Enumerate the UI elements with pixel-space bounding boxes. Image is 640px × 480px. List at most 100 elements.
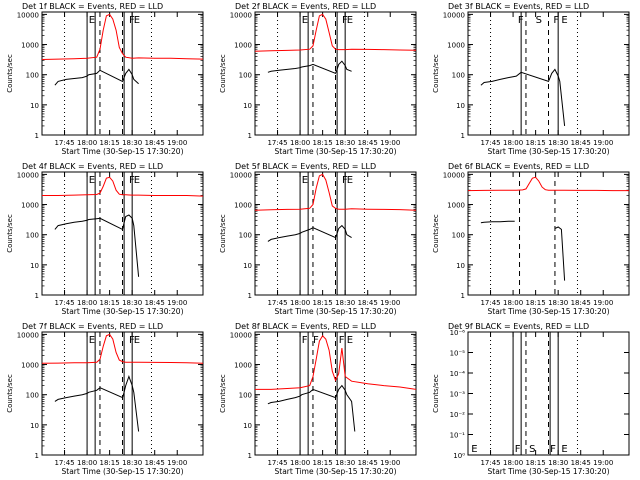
x-tick-label: 19:00 (167, 139, 187, 147)
marker-letter: E (347, 175, 353, 186)
x-tick-label: 18:15 (313, 459, 333, 467)
chart-panel-3: Det 3f BLACK = Events, RED = LLD 1 10 100 10… (432, 2, 630, 156)
x-tick-label: 18:00 (503, 299, 523, 307)
marker-letter: F (302, 335, 308, 346)
x-axis-label: Start Time (30-Sep-15 17:30:20) (62, 467, 184, 476)
y-tick-label: 10⁻⁴ (450, 370, 466, 378)
marker-letter: F (515, 444, 521, 455)
y-tick-label: 1 (248, 292, 252, 300)
x-tick-label: 18:45 (571, 459, 591, 467)
marker-letter: E (302, 15, 308, 26)
y-tick-label: 10⁻¹ (450, 432, 466, 440)
x-axis-label: Start Time (30-Sep-15 17:30:20) (62, 147, 184, 156)
y-tick-label: 10000 (17, 11, 39, 19)
series-line-1 (480, 68, 566, 126)
x-tick-label: 19:00 (167, 459, 187, 467)
marker-letter: F (129, 335, 135, 346)
x-tick-label: 19:00 (380, 299, 400, 307)
chart-panel-4: Det 4f BLACK = Events, RED = LLD 1 10 100 10… (6, 162, 204, 316)
y-tick-label: 100 (452, 72, 465, 80)
y-tick-label: 10000 (230, 11, 252, 19)
marker-letter: F (553, 15, 559, 26)
x-axis-label: Start Time (30-Sep-15 17:30:20) (62, 307, 184, 316)
series-line-2 (267, 224, 352, 242)
y-tick-label: 10⁻² (450, 411, 466, 419)
x-tick-label: 18:45 (358, 459, 378, 467)
y-tick-label: 10000 (17, 171, 39, 179)
x-tick-label: 19:00 (167, 299, 187, 307)
y-axis-label: Counts/sec (6, 214, 14, 253)
x-tick-label: 19:00 (380, 139, 400, 147)
y-axis-label: Counts/sec (6, 54, 14, 93)
series-line-1 (42, 176, 204, 197)
x-axis-label: Start Time (30-Sep-15 17:30:20) (275, 467, 397, 476)
chart-title: Det 1f BLACK = Events, RED = LLD (22, 2, 163, 11)
x-tick-label: 18:00 (290, 299, 310, 307)
x-tick-label: 19:00 (593, 299, 613, 307)
y-axis-label: Counts/sec (432, 374, 440, 413)
y-tick-label: 1000 (234, 202, 252, 210)
x-tick-label: 18:00 (290, 459, 310, 467)
y-tick-label: 10000 (17, 331, 39, 339)
x-tick-label: 18:30 (548, 459, 568, 467)
x-tick-label: 18:00 (290, 139, 310, 147)
x-tick-label: 17:45 (54, 459, 74, 467)
x-tick-label: 18:30 (335, 299, 355, 307)
x-tick-label: 18:30 (122, 459, 142, 467)
x-tick-label: 18:15 (100, 139, 120, 147)
series-line-2 (480, 220, 515, 224)
y-tick-label: 1000 (447, 202, 465, 210)
y-tick-label: 10 (30, 422, 39, 430)
y-tick-label: 10000 (230, 331, 252, 339)
y-tick-label: 1 (35, 452, 39, 460)
x-tick-label: 18:15 (100, 459, 120, 467)
x-tick-label: 18:15 (526, 299, 546, 307)
series-line-1 (254, 173, 417, 211)
y-tick-label: 1000 (447, 42, 465, 50)
y-tick-label: 1000 (21, 202, 39, 210)
marker-letter: E (134, 15, 140, 26)
marker-letter: F (518, 15, 524, 26)
marker-letter: F (313, 335, 319, 346)
marker-letter: E (89, 15, 95, 26)
y-axis-label: Counts/sec (219, 214, 227, 253)
x-tick-label: 18:30 (335, 459, 355, 467)
x-tick-label: 17:45 (480, 299, 500, 307)
x-tick-label: 18:45 (571, 139, 591, 147)
y-tick-label: 1000 (234, 362, 252, 370)
x-tick-label: 18:45 (145, 299, 165, 307)
chart-panel-6: Det 6f BLACK = Events, RED = LLD 1 10 100 10… (432, 162, 630, 316)
x-tick-label: 17:45 (267, 459, 287, 467)
series-line-2 (54, 68, 139, 86)
marker-letter: F (129, 175, 135, 186)
y-tick-label: 1000 (234, 42, 252, 50)
marker-letter: F (342, 15, 348, 26)
chart-panel-1: Det 1f BLACK = Events, RED = LLD 1 10 100 10… (6, 2, 204, 156)
y-tick-label: 10 (456, 262, 465, 270)
y-tick-label: 1 (461, 132, 465, 140)
x-tick-label: 17:45 (54, 139, 74, 147)
marker-letter: E (347, 335, 353, 346)
marker-letter: E (134, 175, 140, 186)
y-axis-label: Counts/sec (219, 54, 227, 93)
x-tick-label: 17:45 (54, 299, 74, 307)
marker-letter: E (302, 175, 308, 186)
series-line-1 (41, 333, 204, 364)
chart-panel-8: Det 8f BLACK = Events, RED = LLD 1 10 100 10… (219, 322, 417, 476)
marker-letter: E (347, 15, 353, 26)
y-axis-label: Counts/sec (432, 214, 440, 253)
x-axis-label: Start Time (30-Sep-15 17:30:20) (488, 467, 610, 476)
y-tick-label: 10 (30, 102, 39, 110)
series-line-2 (54, 214, 140, 277)
chart-panel-7: Det 7f BLACK = Events, RED = LLD 1 10 100 10… (6, 322, 204, 476)
series-line-2 (267, 60, 352, 75)
marker-letter: E (89, 335, 95, 346)
y-tick-label: 1000 (21, 42, 39, 50)
x-tick-label: 18:30 (548, 139, 568, 147)
plot-frame (467, 171, 630, 296)
y-tick-label: 10⁰ (453, 452, 465, 460)
x-tick-label: 18:15 (526, 459, 546, 467)
y-tick-label: 100 (239, 72, 252, 80)
y-axis-label: Counts/sec (6, 374, 14, 413)
